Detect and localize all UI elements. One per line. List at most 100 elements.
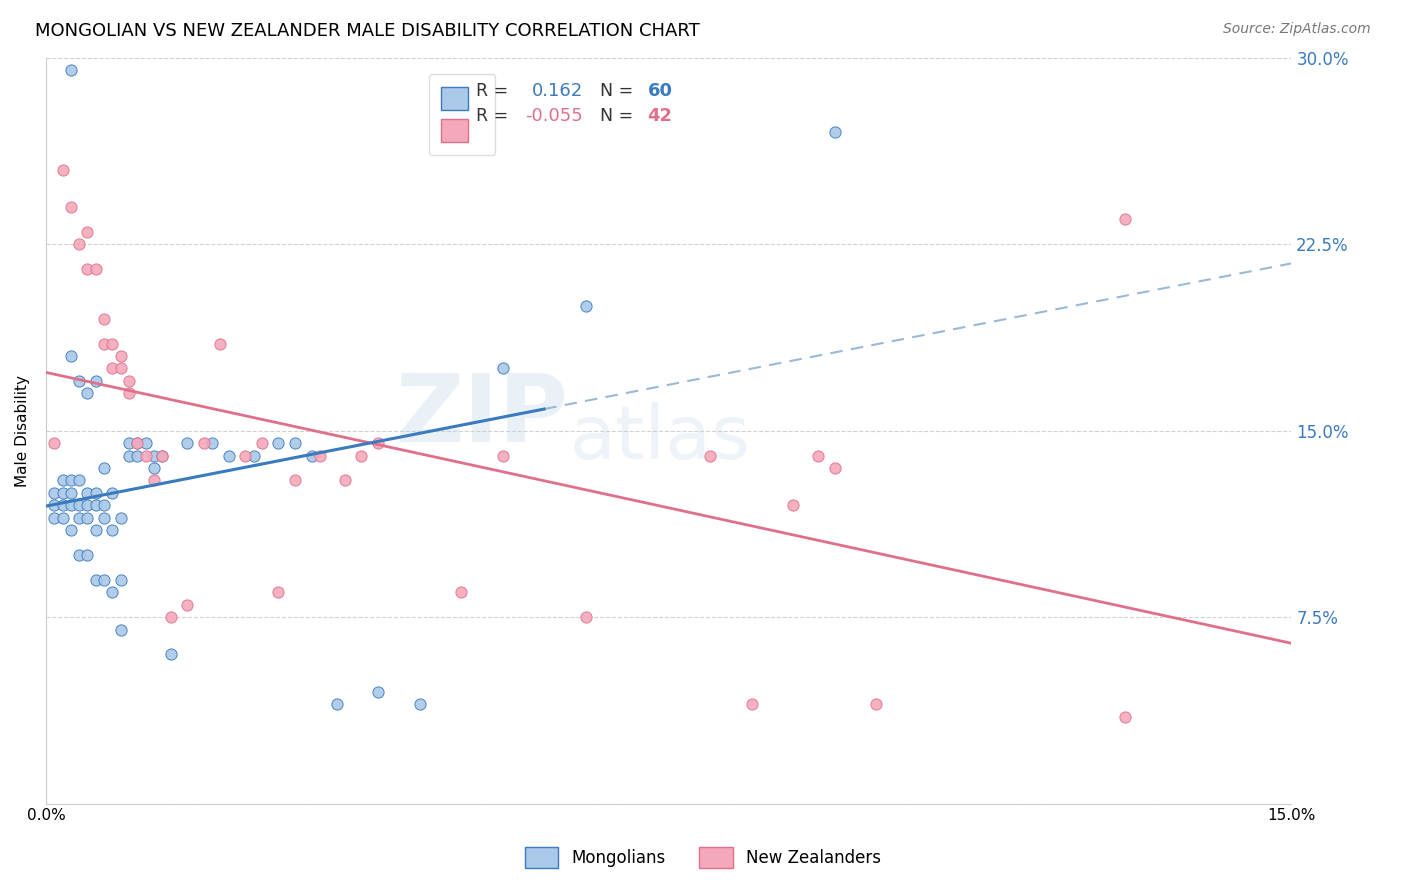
- Text: 42: 42: [648, 107, 672, 125]
- Point: [575, 610, 598, 624]
- Point: [93, 510, 115, 524]
- Point: [250, 436, 273, 450]
- Point: [52, 474, 75, 488]
- Point: [76, 498, 98, 512]
- Point: [59, 498, 82, 512]
- Point: [333, 474, 356, 488]
- Point: [76, 485, 98, 500]
- Point: [101, 523, 124, 537]
- Text: ZIP: ZIP: [396, 369, 569, 462]
- Point: [135, 449, 157, 463]
- Point: [110, 361, 132, 376]
- Point: [52, 485, 75, 500]
- Point: [491, 361, 513, 376]
- Point: [127, 436, 149, 450]
- Point: [76, 262, 98, 277]
- Point: [267, 436, 290, 450]
- Point: [159, 648, 181, 662]
- Point: [84, 374, 107, 388]
- Point: [301, 449, 323, 463]
- Point: [150, 449, 173, 463]
- Point: [67, 237, 90, 252]
- Point: [101, 336, 124, 351]
- Point: [67, 548, 90, 562]
- Point: [699, 449, 721, 463]
- Point: [101, 585, 124, 599]
- Point: [67, 474, 90, 488]
- Point: [127, 436, 149, 450]
- Point: [93, 336, 115, 351]
- Point: [865, 697, 887, 711]
- Text: 0.162: 0.162: [531, 81, 583, 100]
- Point: [150, 449, 173, 463]
- Point: [193, 436, 215, 450]
- Text: MONGOLIAN VS NEW ZEALANDER MALE DISABILITY CORRELATION CHART: MONGOLIAN VS NEW ZEALANDER MALE DISABILI…: [35, 22, 700, 40]
- Text: R =: R =: [475, 107, 508, 125]
- Point: [84, 498, 107, 512]
- Point: [325, 697, 347, 711]
- Point: [350, 449, 373, 463]
- Point: [52, 510, 75, 524]
- Point: [118, 374, 141, 388]
- Point: [242, 449, 264, 463]
- Point: [142, 474, 165, 488]
- Point: [118, 436, 141, 450]
- Point: [267, 585, 290, 599]
- Point: [84, 573, 107, 587]
- Point: [52, 498, 75, 512]
- Point: [450, 585, 472, 599]
- Point: [309, 449, 332, 463]
- Point: [118, 449, 141, 463]
- Point: [127, 449, 149, 463]
- Point: [782, 498, 804, 512]
- Text: -0.055: -0.055: [526, 107, 583, 125]
- Text: N =: N =: [600, 81, 634, 100]
- Point: [76, 225, 98, 239]
- Point: [67, 498, 90, 512]
- Point: [93, 461, 115, 475]
- Point: [807, 449, 830, 463]
- Point: [176, 436, 198, 450]
- Legend: Mongolians, New Zealanders: Mongolians, New Zealanders: [519, 840, 887, 875]
- Point: [135, 436, 157, 450]
- Text: Source: ZipAtlas.com: Source: ZipAtlas.com: [1223, 22, 1371, 37]
- Point: [59, 523, 82, 537]
- Point: [824, 461, 846, 475]
- Point: [491, 449, 513, 463]
- Point: [76, 548, 98, 562]
- Point: [59, 200, 82, 214]
- Point: [93, 498, 115, 512]
- Point: [67, 374, 90, 388]
- Point: [367, 684, 389, 698]
- Text: R =: R =: [475, 81, 508, 100]
- Point: [84, 523, 107, 537]
- Point: [110, 623, 132, 637]
- Point: [59, 63, 82, 78]
- Point: [67, 510, 90, 524]
- Point: [118, 386, 141, 401]
- Point: [44, 510, 66, 524]
- Point: [367, 436, 389, 450]
- Point: [93, 311, 115, 326]
- Point: [52, 162, 75, 177]
- Point: [76, 510, 98, 524]
- Point: [1114, 212, 1136, 227]
- Point: [142, 449, 165, 463]
- Point: [84, 262, 107, 277]
- Point: [76, 386, 98, 401]
- Point: [1114, 709, 1136, 723]
- Point: [218, 449, 240, 463]
- Point: [59, 474, 82, 488]
- Point: [233, 449, 256, 463]
- Point: [59, 349, 82, 363]
- Point: [408, 697, 430, 711]
- Point: [59, 485, 82, 500]
- Point: [110, 349, 132, 363]
- Point: [110, 510, 132, 524]
- Point: [575, 299, 598, 313]
- Text: 60: 60: [648, 81, 672, 100]
- Point: [142, 461, 165, 475]
- Point: [101, 485, 124, 500]
- Point: [284, 436, 307, 450]
- Point: [284, 474, 307, 488]
